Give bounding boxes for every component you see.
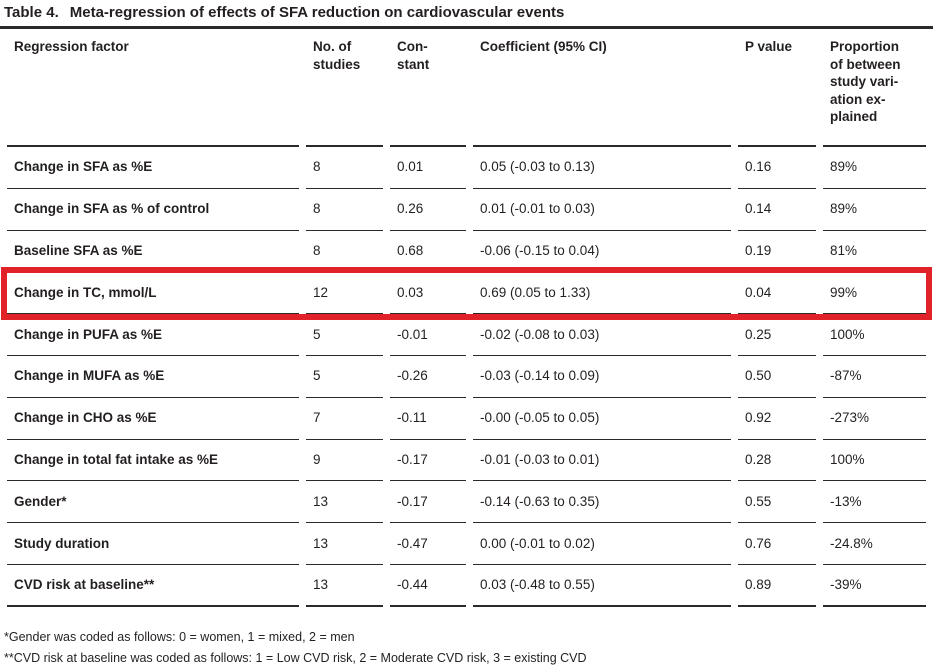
cell-p: 0.04: [738, 272, 816, 315]
cell-variation: 89%: [823, 147, 926, 189]
table-caption: Meta-regression of effects of SFA reduct…: [69, 4, 565, 21]
cell-studies: 5: [306, 356, 383, 398]
cell-coefficient: -0.00 (-0.05 to 0.05): [473, 398, 731, 440]
cell-p: 0.89: [738, 565, 816, 607]
cell-studies: 13: [306, 523, 383, 565]
cell-p: 0.76: [738, 523, 816, 565]
cell-coefficient: -0.03 (-0.14 to 0.09): [473, 356, 731, 398]
cell-constant: -0.17: [390, 440, 466, 482]
cell-coefficient: -0.06 (-0.15 to 0.04): [473, 231, 731, 273]
cell-studies: 13: [306, 565, 383, 607]
cell-studies: 9: [306, 440, 383, 482]
cell-constant: -0.44: [390, 565, 466, 607]
cell-factor: CVD risk at baseline**: [7, 565, 299, 607]
table-row: Baseline SFA as %E 8 0.68 -0.06 (-0.15 to 0…: [7, 231, 926, 273]
table-title: Table 4. Meta-regression of effects of SF…: [0, 0, 933, 29]
cell-factor: Change in PUFA as %E: [7, 314, 299, 356]
cell-constant: 0.01: [390, 147, 466, 189]
cell-factor: Baseline SFA as %E: [7, 231, 299, 273]
cell-constant: -0.11: [390, 398, 466, 440]
column-header: Proportion of between study vari- ation …: [823, 29, 926, 147]
cell-constant: 0.26: [390, 189, 466, 231]
table-row: Change in CHO as %E 7 -0.11 -0.00 (-0.05 to…: [7, 398, 926, 440]
cell-studies: 12: [306, 272, 383, 315]
cell-variation: 99%: [823, 272, 926, 315]
cell-coefficient: 0.01 (-0.01 to 0.03): [473, 189, 731, 231]
footnote-cvd-risk: **CVD risk at baseline was coded as foll…: [4, 651, 587, 666]
cell-variation: 100%: [823, 440, 926, 482]
cell-constant: -0.01: [390, 314, 466, 356]
cell-variation: 89%: [823, 189, 926, 231]
column-header: No. of studies: [306, 29, 383, 147]
table-row: Change in MUFA as %E 5 -0.26 -0.03 (-0.14 t…: [7, 356, 926, 398]
table-row: Gender* 13 -0.17 -0.14 (-0.63 to 0.35) 0.55-…: [7, 481, 926, 524]
cell-factor: Study duration: [7, 523, 299, 565]
cell-studies: 5: [306, 314, 383, 356]
cell-studies: 8: [306, 147, 383, 189]
cell-p: 0.28: [738, 440, 816, 482]
cell-factor: Change in MUFA as %E: [7, 356, 299, 398]
column-header: P value: [738, 29, 816, 147]
cell-variation: -87%: [823, 356, 926, 398]
cell-factor: Change in total fat intake as %E: [7, 440, 299, 482]
cell-constant: 0.03: [390, 272, 466, 315]
cell-p: 0.19: [738, 231, 816, 273]
cell-factor: Gender*: [7, 481, 299, 524]
cell-variation: -273%: [823, 398, 926, 440]
cell-p: 0.92: [738, 398, 816, 440]
table-row: Change in PUFA as %E 5 -0.01 -0.02 (-0.08 t…: [7, 314, 926, 356]
cell-factor: Change in SFA as % of control: [7, 189, 299, 231]
cell-factor: Change in TC, mmol/L: [7, 272, 299, 315]
table-number-label: Table 4.: [4, 4, 59, 21]
cell-variation: 81%: [823, 231, 926, 273]
cell-p: 0.25: [738, 314, 816, 356]
meta-regression-table: Regression factor No. of studies Con- stan…: [0, 29, 933, 607]
cell-coefficient: 0.05 (-0.03 to 0.13): [473, 147, 731, 189]
cell-p: 0.55: [738, 481, 816, 524]
cell-variation: -39%: [823, 565, 926, 607]
cell-studies: 13: [306, 481, 383, 524]
cell-coefficient: -0.01 (-0.03 to 0.01): [473, 440, 731, 482]
cell-p: 0.14: [738, 189, 816, 231]
cell-p: 0.50: [738, 356, 816, 398]
table-row: Change in SFA as % of control 8 0.26 0.01 (…: [7, 189, 926, 231]
cell-constant: 0.68: [390, 231, 466, 273]
cell-studies: 8: [306, 189, 383, 231]
footnotes: *Gender was coded as follows: 0 = women,…: [0, 627, 940, 670]
table-row: Study duration 13 -0.47 0.00 (-0.01 to 0.02…: [7, 523, 926, 565]
cell-variation: 100%: [823, 314, 926, 356]
cell-constant: -0.26: [390, 356, 466, 398]
cell-factor: Change in CHO as %E: [7, 398, 299, 440]
table-row: Change in total fat intake as %E 9 -0.17 -0…: [7, 440, 926, 482]
cell-variation: -24.8%: [823, 523, 926, 565]
cell-constant: -0.17: [390, 481, 466, 524]
cell-coefficient: 0.00 (-0.01 to 0.02): [473, 523, 731, 565]
table-header-row: Regression factor No. of studies Con- stan…: [7, 29, 926, 147]
cell-coefficient: 0.69 (0.05 to 1.33): [473, 272, 731, 315]
table-row: Change in SFA as %E 8 0.01 0.05 (-0.03 to 0…: [7, 147, 926, 189]
cell-studies: 7: [306, 398, 383, 440]
cell-constant: -0.47: [390, 523, 466, 565]
cell-studies: 8: [306, 231, 383, 273]
table-row: Change in TC, mmol/L 12 0.03 0.69 (0.05 to …: [7, 272, 926, 315]
column-header: Con- stant: [390, 29, 466, 147]
cell-variation: -13%: [823, 481, 926, 524]
column-header: Coefficient (95% CI): [473, 29, 731, 147]
cell-factor: Change in SFA as %E: [7, 147, 299, 189]
table-row: CVD risk at baseline** 13 -0.44 0.03 (-0.48…: [7, 565, 926, 607]
cell-coefficient: -0.14 (-0.63 to 0.35): [473, 481, 731, 524]
cell-coefficient: -0.02 (-0.08 to 0.03): [473, 314, 731, 356]
cell-p: 0.16: [738, 147, 816, 189]
footnote-gender: *Gender was coded as follows: 0 = women,…: [4, 629, 355, 644]
cell-coefficient: 0.03 (-0.48 to 0.55): [473, 565, 731, 607]
column-header: Regression factor: [7, 29, 299, 147]
